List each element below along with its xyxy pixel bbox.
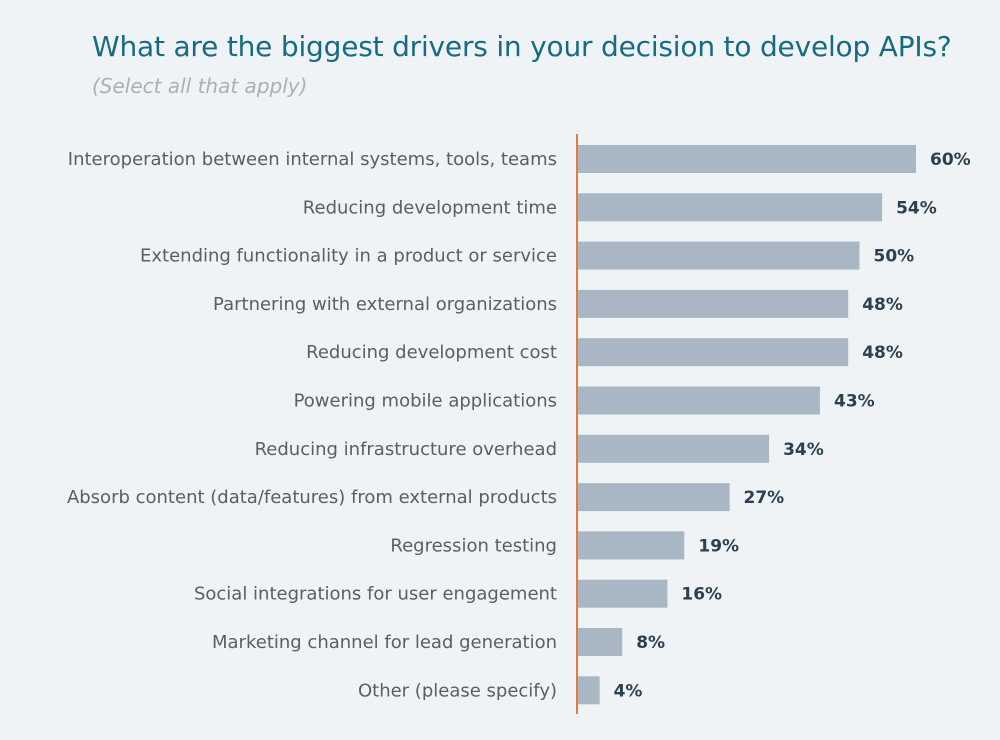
category-label: Powering mobile applications (294, 391, 557, 412)
category-label: Reducing infrastructure overhead (255, 439, 557, 460)
category-label: Interoperation between internal systems,… (68, 149, 557, 170)
value-label: 27% (744, 488, 785, 508)
value-label: 8% (636, 633, 665, 653)
bar (577, 676, 600, 705)
value-label: 19% (698, 536, 739, 556)
value-label: 34% (783, 440, 824, 460)
category-label: Reducing development time (303, 197, 557, 218)
bar (577, 338, 849, 367)
chart-title: What are the biggest drivers in your dec… (92, 30, 952, 63)
bar (577, 434, 770, 463)
bar (577, 386, 820, 415)
bar (577, 579, 668, 608)
bar (577, 531, 685, 560)
category-label: Partnering with external organizations (213, 294, 557, 315)
category-label: Other (please specify) (358, 680, 557, 701)
category-label: Extending functionality in a product or … (140, 246, 557, 267)
category-label: Marketing channel for lead generation (212, 632, 557, 653)
value-label: 16% (681, 585, 722, 605)
category-labels-group: Interoperation between internal systems,… (67, 149, 557, 701)
bar (577, 193, 883, 222)
bar (577, 145, 916, 173)
category-label: Absorb content (data/features) from exte… (67, 487, 557, 508)
value-label: 48% (862, 343, 903, 363)
value-label: 48% (862, 295, 903, 315)
value-labels-group: 60% 54% 50% 48% 48% 43% 34% 27% 19% 16% 8% 4% (614, 150, 971, 701)
bars-group (577, 145, 916, 705)
bar (577, 289, 849, 318)
category-label: Reducing development cost (306, 342, 557, 363)
category-label: Social integrations for user engagement (194, 584, 557, 605)
category-label: Regression testing (390, 535, 557, 556)
value-label: 60% (930, 150, 971, 170)
chart-subtitle: (Select all that apply) (92, 74, 308, 98)
value-label: 50% (874, 247, 915, 267)
bar (577, 241, 860, 270)
bar (577, 483, 730, 512)
value-label: 4% (614, 681, 643, 701)
bar (577, 628, 623, 656)
value-label: 43% (834, 392, 875, 412)
value-label: 54% (896, 198, 937, 218)
